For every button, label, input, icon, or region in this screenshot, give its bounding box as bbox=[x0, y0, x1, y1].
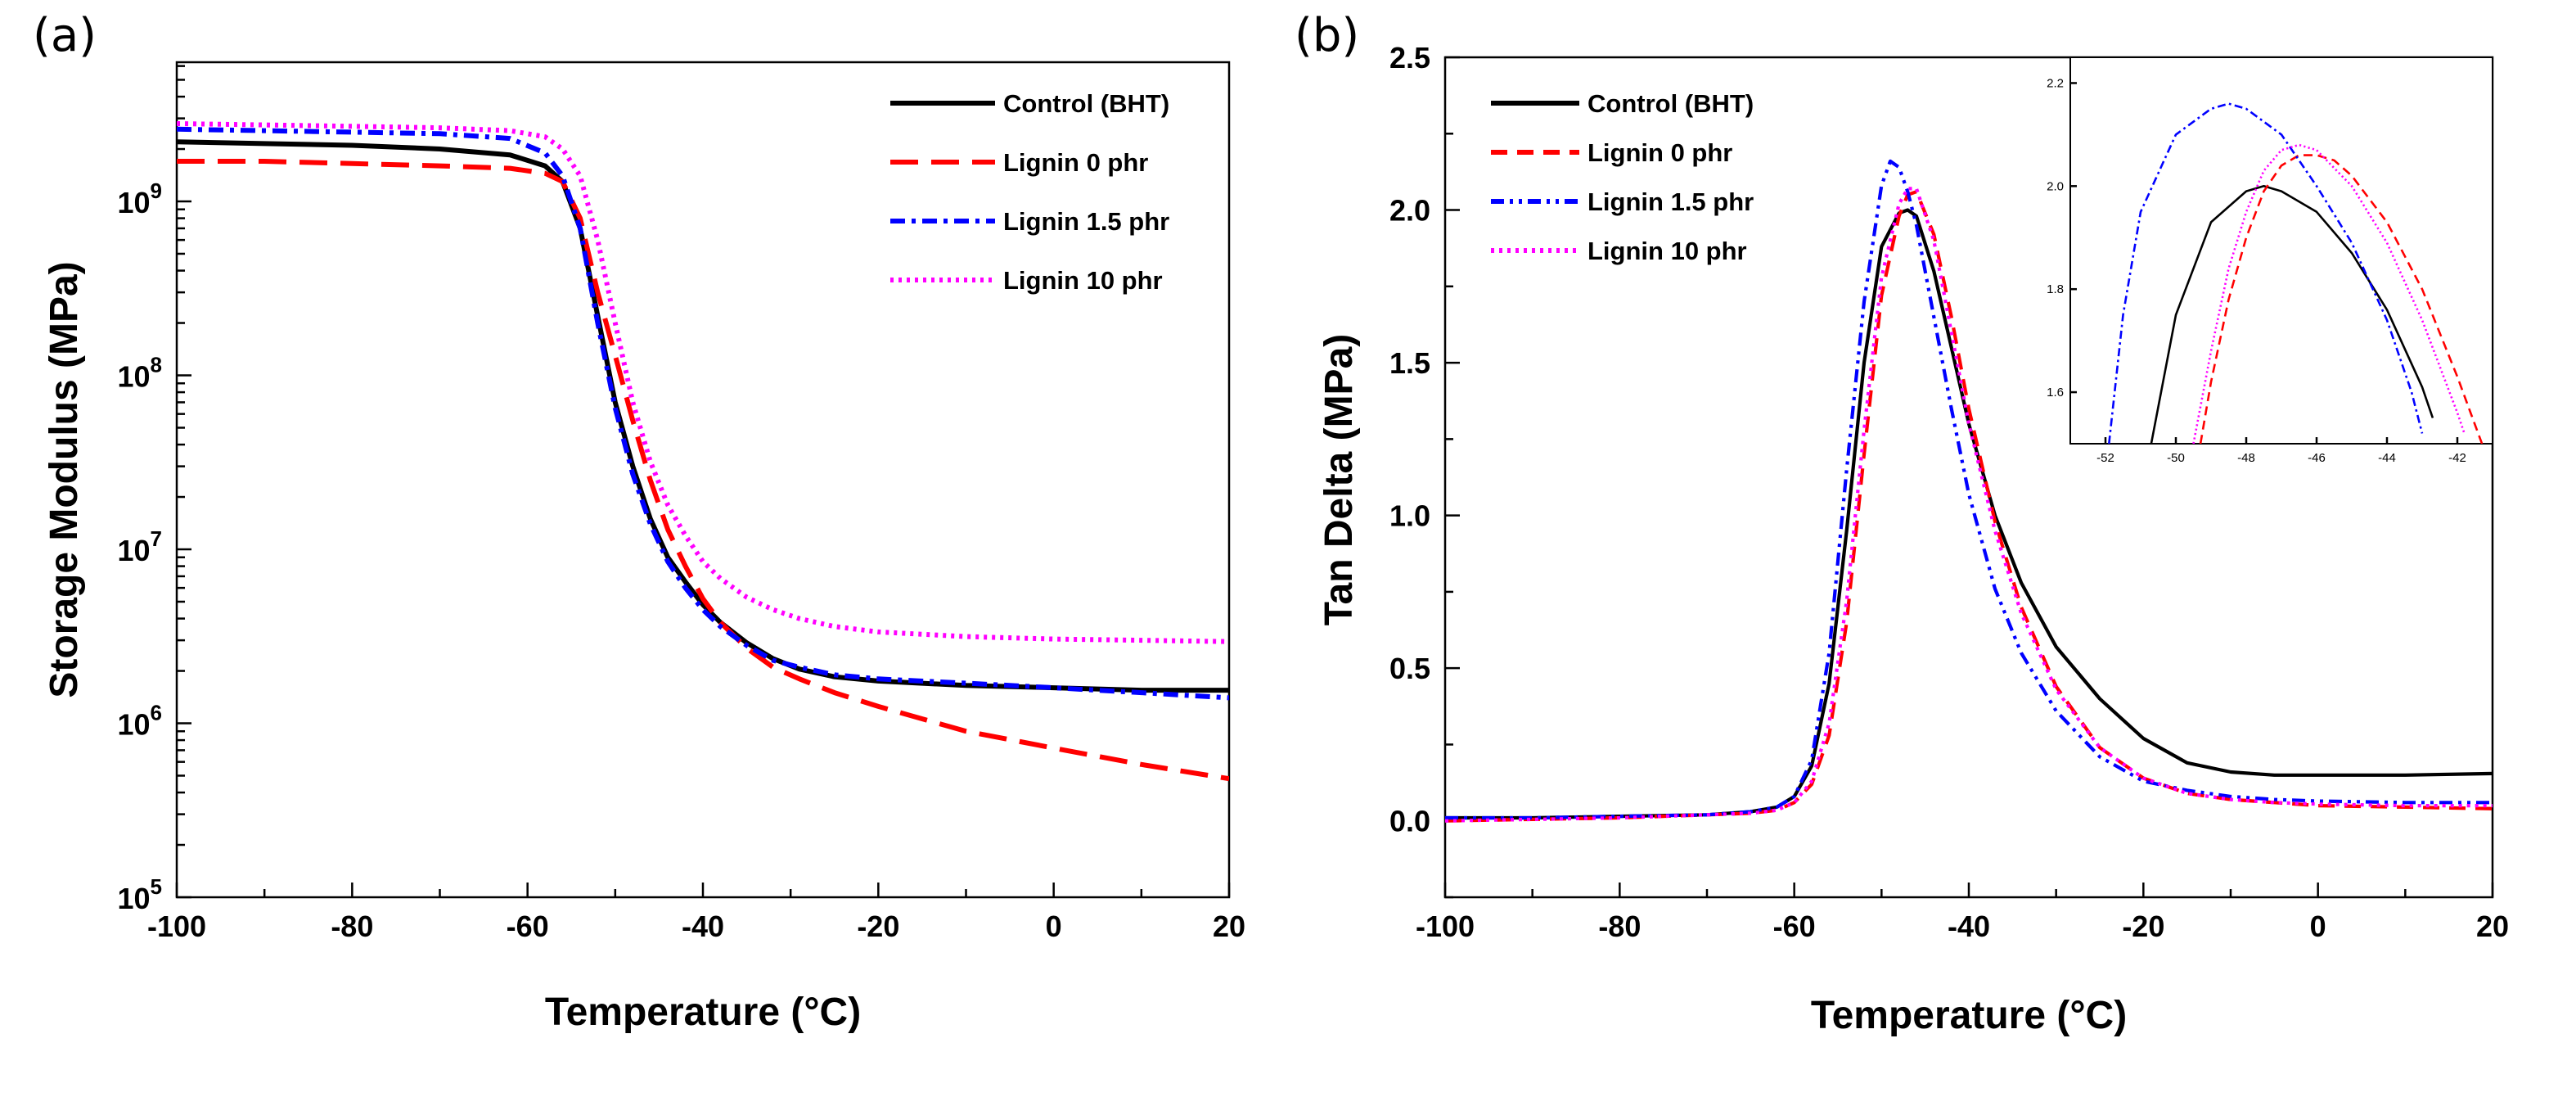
panel-a-legend-label-lignin-0-phr: Lignin 0 phr bbox=[1003, 148, 1148, 177]
panel-a-legend-label-lignin-10-phr: Lignin 10 phr bbox=[1003, 266, 1163, 295]
panel-a-x-tick-label: -40 bbox=[682, 910, 724, 943]
panel-a-legend: Control (BHT) Lignin 0 phr Lignin 1.5 phr L… bbox=[890, 89, 1169, 295]
panel-a-x-ticks: -100 -80 -60 -40 -20 0 20 bbox=[147, 883, 1245, 943]
panel-b-inset-y-tick-label: 2.2 bbox=[2047, 76, 2064, 90]
panel-b-inset-series-control-bht bbox=[2150, 185, 2434, 444]
panel-b-x-tick-label: -20 bbox=[2122, 910, 2164, 943]
panel-a-x-tick-label: -60 bbox=[507, 910, 549, 943]
panel-a-y-tick-label: 108 bbox=[117, 353, 162, 394]
panel-b-inset-series bbox=[2108, 102, 2484, 444]
panel-b-inset-x-tick-label: -52 bbox=[2096, 451, 2114, 465]
panel-b-series bbox=[1444, 159, 2493, 823]
panel-b-legend-label-control-bht: Control (BHT) bbox=[1587, 89, 1754, 118]
panel-b-inset-series-lignin-0-phr bbox=[2199, 154, 2484, 444]
panel-b-inset-series-lignin-1-5-phr bbox=[2108, 102, 2424, 444]
panel-b-label: (b) bbox=[1295, 9, 1359, 62]
panel-a-x-tick-label: -20 bbox=[857, 910, 899, 943]
panel-a-legend-label-lignin-1-5-phr: Lignin 1.5 phr bbox=[1003, 207, 1169, 236]
panel-a-plot-frame bbox=[175, 61, 1231, 899]
panel-b-x-tick-label: -80 bbox=[1598, 910, 1641, 943]
panel-b-inset-x-tick-label: -44 bbox=[2378, 451, 2396, 465]
panel-b-x-tick-label: 0 bbox=[2310, 910, 2326, 943]
panel-b-x-axis-title: Temperature (°C) bbox=[1811, 994, 2127, 1037]
panel-b-inset-x-tick-label: -48 bbox=[2237, 451, 2255, 465]
panel-a-x-tick-label: 0 bbox=[1046, 910, 1062, 943]
panel-a-y-tick-label: 107 bbox=[117, 526, 162, 567]
panel-a-x-tick-label: 20 bbox=[1213, 910, 1245, 943]
panel-b-series-lignin-1-5-phr bbox=[1445, 159, 2493, 820]
panel-b-x-ticks: -100 -80 -60 -40 -20 0 20 bbox=[1416, 883, 2509, 943]
panel-b-inset-frame bbox=[2069, 56, 2493, 445]
panel-b-x-tick-label: 20 bbox=[2476, 910, 2509, 943]
panel-b-inset-x-ticks: -52 -50 -48 -46 -44 -42 bbox=[2096, 437, 2466, 465]
panel-b-y-tick-label: 1.5 bbox=[1389, 346, 1430, 380]
panel-b-inset: 1.6 1.8 2.0 2.2 -52 -50 -48 -46 -44 -42 bbox=[2047, 56, 2493, 465]
panel-a-label: (a) bbox=[33, 9, 97, 62]
panel-b-inset-background bbox=[2070, 57, 2493, 444]
panel-b-x-tick-label: -100 bbox=[1416, 910, 1475, 943]
panel-a-series-lignin-0-phr bbox=[177, 159, 1229, 782]
panel-b-y-tick-label: 1.0 bbox=[1389, 499, 1430, 533]
panel-b-inset-y-ticks: 1.6 1.8 2.0 2.2 bbox=[2047, 76, 2077, 400]
panel-a-y-tick-label: 109 bbox=[117, 178, 162, 219]
panel-b-y-tick-label: 0.5 bbox=[1389, 652, 1430, 685]
panel-a-series-lignin-1-5-phr bbox=[177, 126, 1229, 701]
panel-b-inset-y-tick-label: 1.8 bbox=[2047, 282, 2064, 296]
panel-b-inset-y-tick-label: 1.6 bbox=[2047, 386, 2064, 400]
panel-b-inset-x-tick-label: -42 bbox=[2448, 451, 2466, 465]
panel-a-y-tick-label: 106 bbox=[117, 701, 162, 742]
panel-b-y-tick-label: 2.5 bbox=[1389, 41, 1430, 74]
panel-a-x-tick-label: -80 bbox=[331, 910, 373, 943]
panel-b-x-tick-label: -60 bbox=[1773, 910, 1816, 943]
panel-b-inset-y-tick-label: 2.0 bbox=[2047, 179, 2064, 193]
panel-a-series-lignin-10-phr bbox=[177, 121, 1229, 644]
panel-b-x-tick-label: -40 bbox=[1948, 910, 1990, 943]
panel-a-legend-label-control-bht: Control (BHT) bbox=[1003, 89, 1169, 118]
panel-a-series bbox=[177, 121, 1229, 782]
panel-b-legend-label-lignin-0-phr: Lignin 0 phr bbox=[1587, 138, 1732, 167]
panel-b-y-tick-label: 2.0 bbox=[1389, 194, 1430, 228]
panel-b-legend-label-lignin-1-5-phr: Lignin 1.5 phr bbox=[1587, 187, 1754, 216]
panel-a-x-axis-title: Temperature (°C) bbox=[545, 991, 861, 1034]
panel-a-x-tick-label: -100 bbox=[147, 910, 206, 943]
panel-a-y-ticks: 105 106 107 108 109 bbox=[117, 65, 191, 915]
panel-a-y-axis-title: Storage Modulus (MPa) bbox=[43, 261, 86, 697]
panel-b-inset-x-tick-label: -46 bbox=[2308, 451, 2326, 465]
panel-b-legend-label-lignin-10-phr: Lignin 10 phr bbox=[1587, 237, 1747, 265]
panel-b-tan-delta-chart: (b) 0.0 0.5 1.0 1.5 2.0 2.5 -100 -80 -60 -40 -20 0… bbox=[1295, 9, 2509, 1037]
panel-b-y-axis-title: Tan Delta (MPa) bbox=[1317, 334, 1361, 625]
panel-b-inset-x-tick-label: -50 bbox=[2167, 451, 2185, 465]
panel-b-y-ticks: 0.0 0.5 1.0 1.5 2.0 2.5 bbox=[1389, 41, 1460, 899]
panel-b-y-tick-label: 0.0 bbox=[1389, 805, 1430, 838]
panel-a-y-tick-label: 105 bbox=[117, 874, 162, 915]
panel-b-legend: Control (BHT) Lignin 0 phr Lignin 1.5 phr L… bbox=[1491, 89, 1754, 265]
